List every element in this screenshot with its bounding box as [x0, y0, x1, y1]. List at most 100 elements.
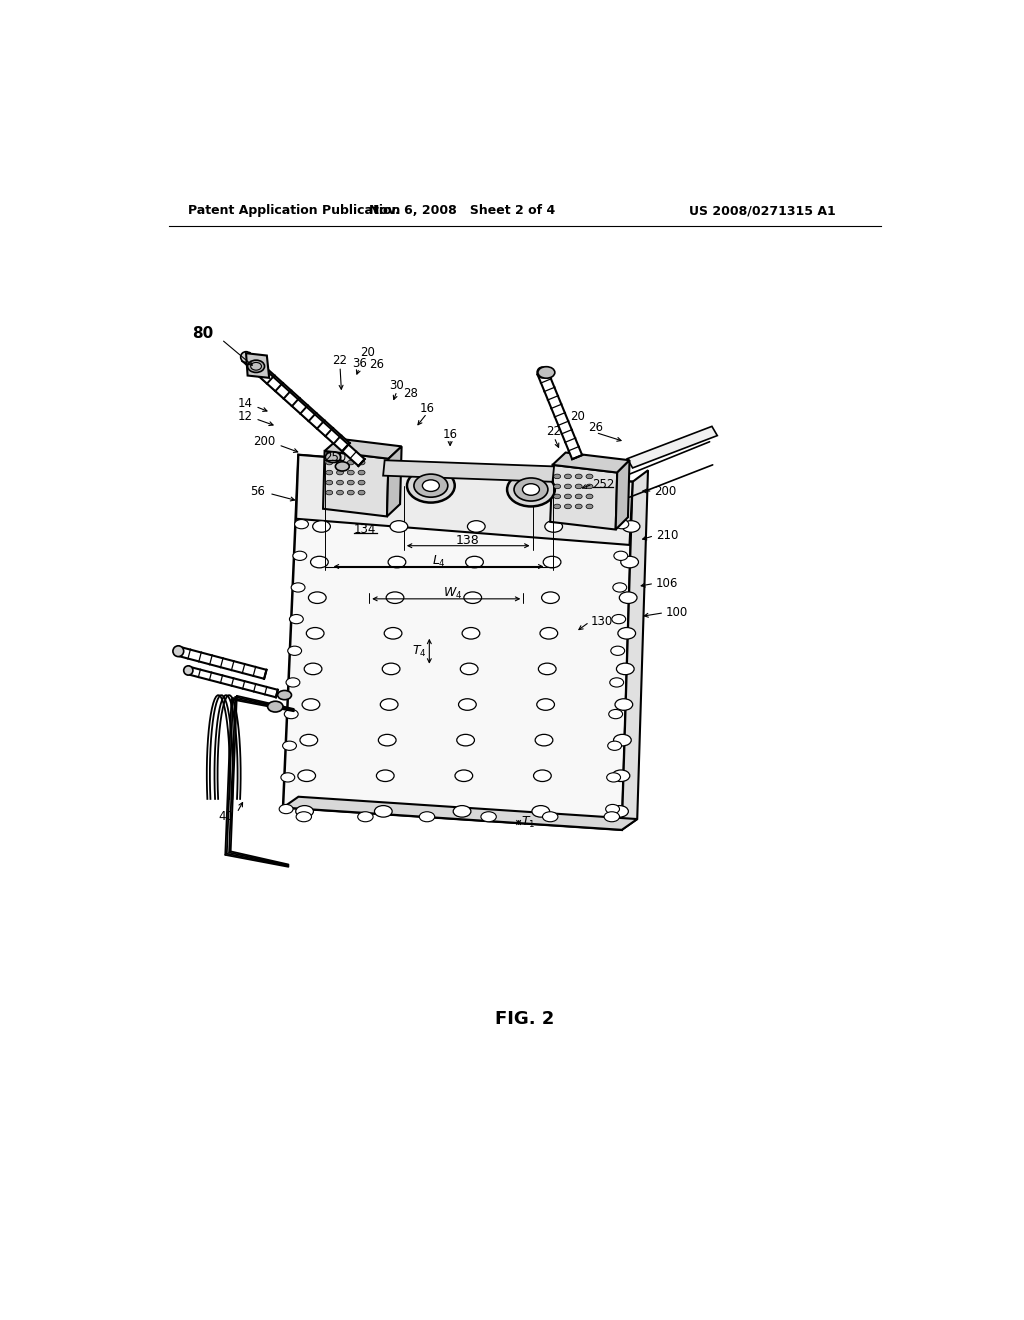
Text: 20: 20 — [569, 409, 585, 422]
Text: 250: 250 — [325, 450, 347, 463]
Polygon shape — [177, 647, 266, 678]
Ellipse shape — [326, 451, 341, 462]
Ellipse shape — [575, 494, 583, 499]
Text: 22: 22 — [333, 354, 347, 367]
Ellipse shape — [337, 480, 343, 484]
Ellipse shape — [554, 484, 560, 488]
Polygon shape — [538, 371, 583, 459]
Ellipse shape — [455, 770, 473, 781]
Ellipse shape — [286, 677, 300, 686]
Ellipse shape — [281, 772, 295, 781]
Polygon shape — [325, 438, 401, 459]
Ellipse shape — [384, 627, 401, 639]
Ellipse shape — [375, 805, 392, 817]
Circle shape — [173, 645, 183, 656]
Ellipse shape — [312, 520, 331, 532]
Polygon shape — [283, 797, 637, 830]
Ellipse shape — [267, 701, 283, 711]
Text: $W_4$: $W_4$ — [442, 586, 462, 601]
Ellipse shape — [300, 734, 317, 746]
Ellipse shape — [554, 474, 560, 479]
Ellipse shape — [422, 480, 439, 491]
Ellipse shape — [554, 494, 560, 499]
Text: 130: 130 — [591, 615, 613, 628]
Ellipse shape — [326, 490, 333, 495]
Ellipse shape — [586, 474, 593, 479]
Ellipse shape — [606, 772, 621, 781]
Ellipse shape — [531, 805, 550, 817]
Ellipse shape — [586, 484, 593, 488]
Ellipse shape — [623, 520, 640, 532]
Ellipse shape — [407, 469, 455, 503]
Ellipse shape — [358, 470, 365, 475]
Ellipse shape — [459, 698, 476, 710]
Ellipse shape — [290, 615, 303, 624]
Ellipse shape — [610, 805, 629, 817]
Text: 100: 100 — [666, 606, 688, 619]
Ellipse shape — [554, 504, 560, 508]
Ellipse shape — [380, 698, 398, 710]
Ellipse shape — [347, 461, 354, 465]
Ellipse shape — [248, 360, 264, 372]
Text: 30: 30 — [389, 379, 404, 392]
Text: 200: 200 — [253, 436, 275, 449]
Ellipse shape — [347, 490, 354, 495]
Ellipse shape — [564, 484, 571, 488]
Ellipse shape — [326, 470, 333, 475]
Text: 26: 26 — [588, 421, 603, 434]
Text: 56: 56 — [251, 484, 265, 498]
Ellipse shape — [536, 734, 553, 746]
Ellipse shape — [295, 520, 308, 529]
Ellipse shape — [543, 556, 561, 568]
Polygon shape — [628, 426, 717, 469]
Ellipse shape — [609, 677, 624, 686]
Text: US 2008/0271315 A1: US 2008/0271315 A1 — [688, 205, 836, 218]
Ellipse shape — [586, 494, 593, 499]
Polygon shape — [622, 470, 648, 830]
Text: 22: 22 — [547, 425, 561, 438]
Ellipse shape — [481, 812, 497, 822]
Text: 40: 40 — [219, 810, 233, 824]
Text: 28: 28 — [403, 387, 418, 400]
Text: 16: 16 — [442, 428, 458, 441]
Ellipse shape — [302, 698, 319, 710]
Text: 134: 134 — [354, 523, 376, 536]
Ellipse shape — [280, 804, 293, 813]
Text: 12: 12 — [238, 409, 252, 422]
Polygon shape — [246, 354, 269, 378]
Ellipse shape — [310, 556, 329, 568]
Ellipse shape — [358, 480, 365, 484]
Text: FIG. 2: FIG. 2 — [496, 1010, 554, 1028]
Ellipse shape — [454, 805, 471, 817]
Polygon shape — [323, 451, 388, 516]
Ellipse shape — [390, 520, 408, 532]
Ellipse shape — [285, 709, 298, 718]
Ellipse shape — [298, 770, 315, 781]
Ellipse shape — [337, 490, 343, 495]
Polygon shape — [550, 465, 617, 529]
Ellipse shape — [306, 627, 324, 639]
Ellipse shape — [414, 474, 447, 498]
Circle shape — [174, 647, 183, 656]
Ellipse shape — [382, 663, 400, 675]
Ellipse shape — [461, 663, 478, 675]
Ellipse shape — [462, 627, 480, 639]
Ellipse shape — [326, 480, 333, 484]
Text: 36: 36 — [352, 356, 367, 370]
Text: $T_1$: $T_1$ — [520, 814, 536, 830]
Ellipse shape — [604, 812, 620, 822]
Polygon shape — [283, 455, 633, 830]
Ellipse shape — [457, 734, 474, 746]
Ellipse shape — [388, 556, 406, 568]
Ellipse shape — [605, 804, 620, 813]
Text: 80: 80 — [193, 326, 214, 342]
Ellipse shape — [612, 583, 627, 593]
Ellipse shape — [308, 591, 326, 603]
Ellipse shape — [614, 520, 629, 529]
Text: 26: 26 — [370, 358, 384, 371]
Circle shape — [257, 368, 266, 378]
Ellipse shape — [575, 474, 583, 479]
Ellipse shape — [347, 470, 354, 475]
Ellipse shape — [296, 805, 313, 817]
Ellipse shape — [386, 591, 403, 603]
